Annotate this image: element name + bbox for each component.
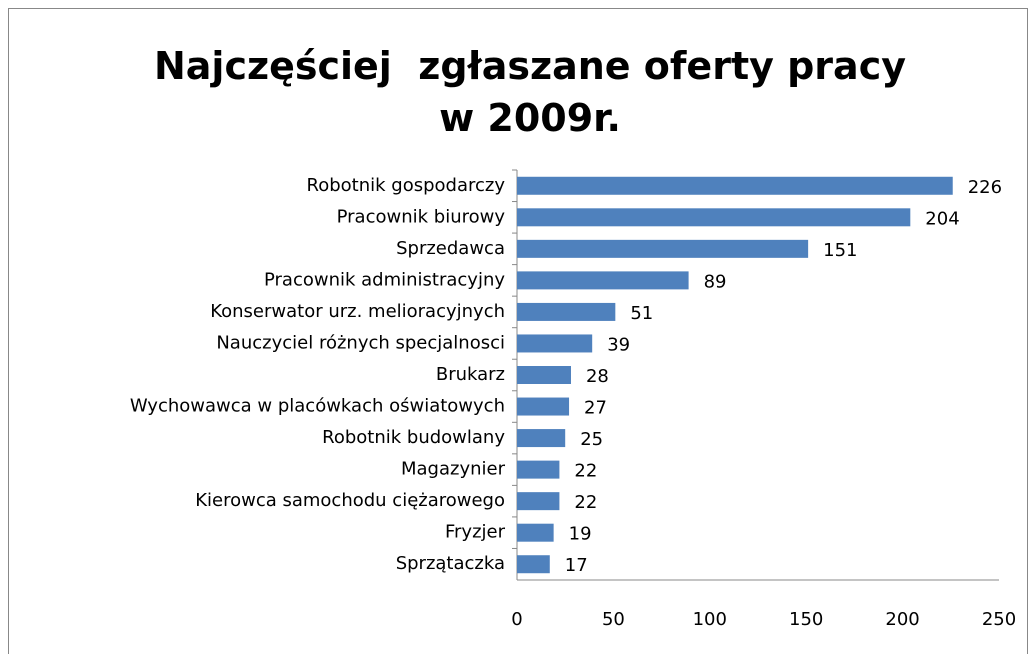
bar xyxy=(517,334,593,353)
y-tick-label: Nauczyciel różnych specjalnosci xyxy=(216,332,505,353)
x-tick-label: 100 xyxy=(693,609,727,630)
bar xyxy=(517,366,571,384)
bar xyxy=(517,208,911,227)
value-label: 89 xyxy=(704,271,727,292)
y-tick-label: Robotnik budowlany xyxy=(322,427,505,448)
value-label: 19 xyxy=(569,524,592,545)
y-tick-label: Fryzjer xyxy=(445,522,506,543)
x-tick-label: 250 xyxy=(982,609,1016,630)
bar xyxy=(517,397,570,416)
value-label: 28 xyxy=(586,366,609,387)
value-label: 226 xyxy=(968,177,1002,198)
value-label: 39 xyxy=(607,334,630,355)
y-tick-label: Kierowca samochodu ciężarowego xyxy=(195,490,505,511)
bar xyxy=(517,460,560,479)
bar xyxy=(517,302,616,321)
bar xyxy=(517,271,689,290)
y-tick-label: Wychowawca w placówkach oświatowych xyxy=(130,396,505,417)
value-label: 22 xyxy=(574,461,597,482)
x-tick-label: 150 xyxy=(789,609,823,630)
bar xyxy=(517,429,566,448)
bar xyxy=(517,523,554,542)
y-tick-label: Sprzątaczka xyxy=(396,553,505,574)
y-tick-label: Konserwator urz. melioracyjnych xyxy=(210,301,505,322)
bar xyxy=(517,176,953,195)
value-label: 17 xyxy=(565,555,588,576)
value-label: 25 xyxy=(580,429,603,450)
value-label: 151 xyxy=(823,240,857,261)
x-tick-label: 0 xyxy=(511,609,522,630)
value-label: 22 xyxy=(574,492,597,513)
bar xyxy=(517,555,550,574)
y-tick-label: Robotnik gospodarczy xyxy=(307,175,506,196)
y-tick-label: Magazynier xyxy=(401,459,506,480)
x-tick-label: 50 xyxy=(602,609,625,630)
value-label: 51 xyxy=(630,303,653,324)
y-tick-label: Pracownik biurowy xyxy=(337,206,506,227)
x-tick-label: 200 xyxy=(885,609,919,630)
bar xyxy=(517,239,809,258)
y-tick-label: Sprzedawca xyxy=(396,238,505,259)
y-tick-label: Brukarz xyxy=(436,364,505,385)
value-label: 27 xyxy=(584,398,607,419)
chart-frame xyxy=(8,8,1028,654)
value-label: 204 xyxy=(925,208,959,229)
bar xyxy=(517,492,560,511)
chart-title: Najczęściej zgłaszane oferty pracy w 200… xyxy=(153,44,920,140)
y-tick-label: Pracownik administracyjny xyxy=(264,269,505,290)
